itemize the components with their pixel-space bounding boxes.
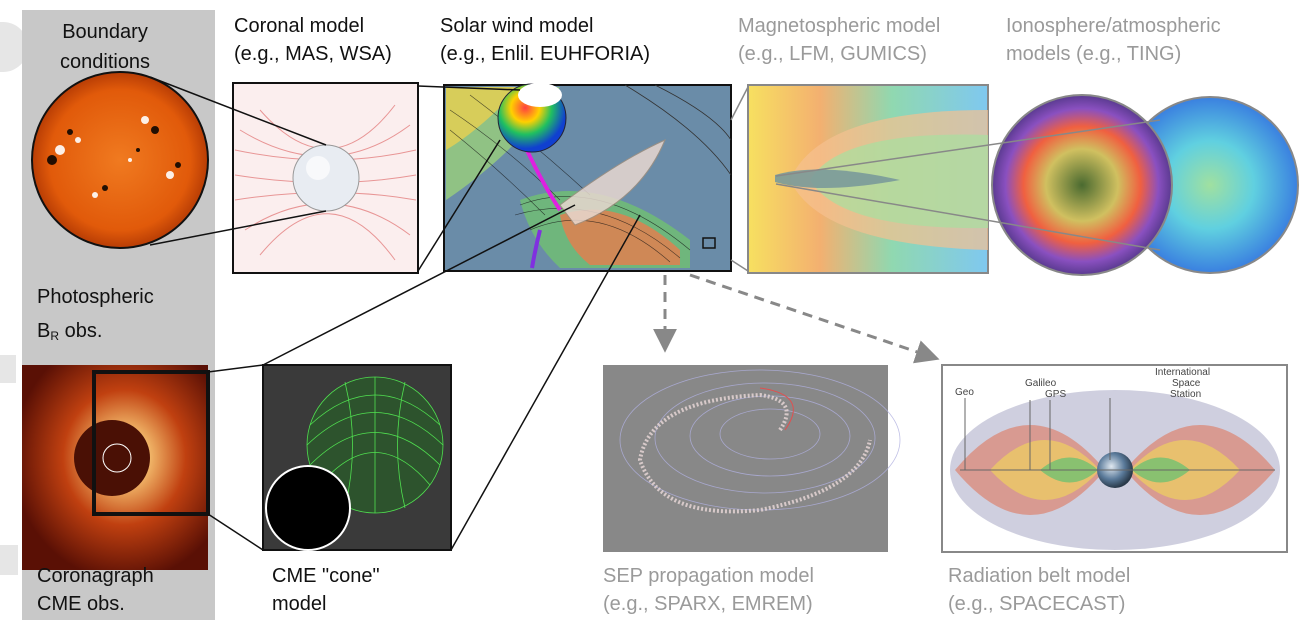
sep-propagation-image: [603, 365, 901, 552]
ionosphere-model-images: [991, 94, 1299, 276]
radiation-belt-labels: Geo Galileo GPS International Space Stat…: [955, 367, 1210, 400]
ghost-shape-bottom: [0, 545, 18, 575]
dashed-arrows: [653, 273, 940, 364]
sep-propagation-model-label: SEP propagation model (e.g., SPARX, EMRE…: [603, 565, 814, 615]
solar-wind-model-label: Solar wind model (e.g., Enlil. EUHFORIA): [440, 15, 651, 65]
label-iss-1: International: [1155, 367, 1210, 378]
label-galileo: Galileo: [1025, 378, 1057, 389]
photospheric-obs-label: Photospheric BR obs.: [37, 286, 154, 343]
radiation-belt-model-label: Radiation belt model (e.g., SPACECAST): [948, 565, 1131, 615]
photosphere-disk: [31, 71, 209, 249]
magnetospheric-model-label: Magnetospheric model (e.g., LFM, GUMICS): [738, 15, 941, 65]
cme-cone-model-label: CME "cone" model: [272, 565, 380, 615]
radiation-belt-image: [941, 364, 1288, 553]
label-gps: GPS: [1045, 389, 1066, 400]
ghost-shape-mid: [0, 355, 16, 383]
gray-connector-lines: [730, 86, 1161, 272]
label-iss-3: Station: [1170, 389, 1201, 400]
coronagraph-obs-label: Coronagraph CME obs.: [37, 565, 154, 615]
coronagraph-image: [22, 365, 210, 570]
boundary-conditions-label: Boundary conditions: [60, 21, 151, 73]
solar-wind-model-image: [443, 83, 732, 272]
magnetospheric-model-image: [747, 84, 989, 274]
connector-lines: [149, 76, 641, 551]
coronal-model-label: Coronal model (e.g., MAS, WSA): [234, 15, 392, 65]
coronal-model-image: [232, 82, 419, 274]
label-iss-2: Space: [1172, 378, 1201, 389]
label-geo: Geo: [955, 387, 974, 398]
ionosphere-model-label: Ionosphere/atmospheric models (e.g., TIN…: [1006, 15, 1221, 65]
cme-cone-image: [262, 364, 452, 551]
